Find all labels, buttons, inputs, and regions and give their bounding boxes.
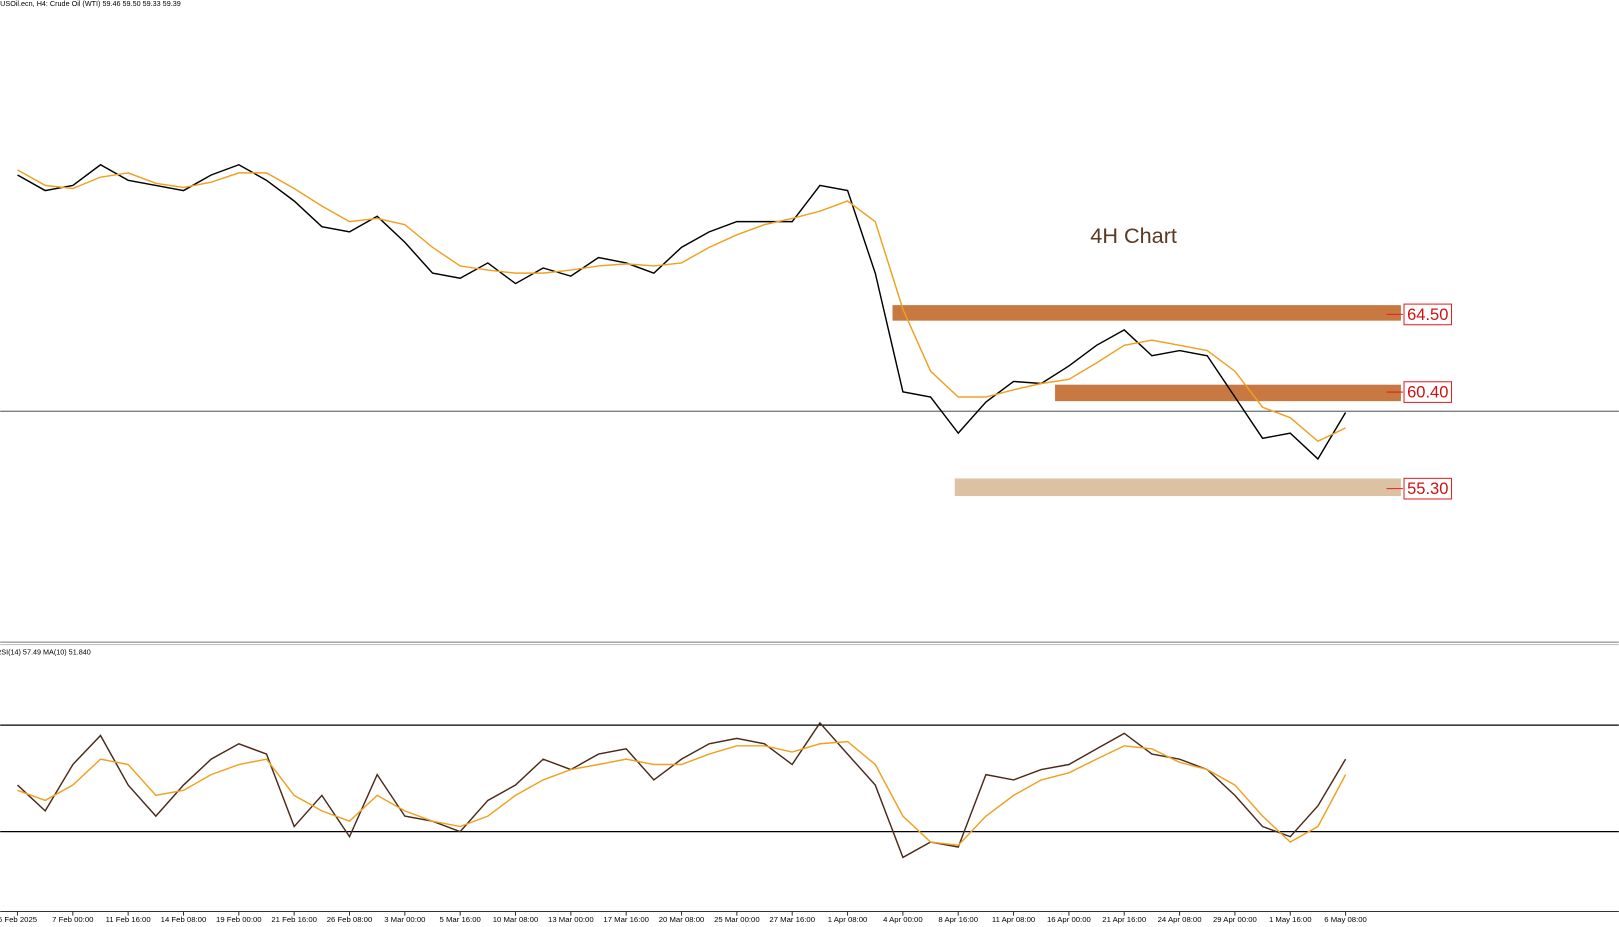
x-tick-label: 21 Feb 16:00 bbox=[271, 915, 317, 924]
x-tick-label: 8 Apr 16:00 bbox=[938, 915, 978, 924]
chart-title: USOil.ecn, H4: Crude Oil (WTI) 59.46 59.… bbox=[0, 0, 181, 8]
x-tick-label: 27 Mar 16:00 bbox=[769, 915, 815, 924]
zone bbox=[954, 478, 1401, 497]
zone-label-box bbox=[1403, 381, 1453, 403]
x-tick-label: 19 Feb 00:00 bbox=[216, 915, 262, 924]
series-line bbox=[17, 721, 1347, 859]
series-line bbox=[17, 163, 1347, 461]
x-tick-label: 17 Mar 16:00 bbox=[603, 915, 649, 924]
x-tick-label: 11 Apr 08:00 bbox=[992, 915, 1035, 924]
x-tick-label: 10 Mar 08:00 bbox=[493, 915, 539, 924]
x-tick-label: 1 Apr 08:00 bbox=[828, 915, 868, 924]
zone bbox=[1055, 384, 1401, 402]
x-tick-label: 14 Feb 08:00 bbox=[161, 915, 207, 924]
zone-label: 60.40 bbox=[1407, 383, 1448, 401]
x-tick-label: 25 Mar 00:00 bbox=[714, 915, 760, 924]
x-tick-label: 16 Apr 00:00 bbox=[1047, 915, 1091, 924]
x-tick-label: 21 Apr 16:00 bbox=[1102, 915, 1146, 924]
x-tick-label: 20 Mar 08:00 bbox=[659, 915, 705, 924]
zone-label: 64.50 bbox=[1407, 306, 1448, 324]
x-tick-label: 1 May 16:00 bbox=[1269, 915, 1312, 924]
zone-label-box bbox=[1403, 477, 1453, 500]
annotation: 4H Chart bbox=[1090, 223, 1177, 248]
x-tick-label: 5 Mar 16:00 bbox=[440, 915, 481, 924]
x-tick-label: 24 Apr 08:00 bbox=[1158, 915, 1202, 924]
zone-label: 55.30 bbox=[1407, 480, 1448, 498]
x-tick-label: 6 May 08:00 bbox=[1324, 915, 1367, 924]
x-tick-label: 29 Apr 00:00 bbox=[1213, 915, 1257, 924]
zone bbox=[892, 305, 1401, 321]
x-tick-label: 26 Feb 08:00 bbox=[327, 915, 373, 924]
x-tick-label: 6 Feb 2025 bbox=[0, 915, 37, 924]
x-tick-label: 11 Feb 16:00 bbox=[106, 915, 151, 924]
series-line bbox=[17, 740, 1347, 847]
series-line bbox=[17, 169, 1346, 443]
x-tick-label: 3 Mar 00:00 bbox=[384, 915, 425, 924]
x-tick-label: 13 Mar 00:00 bbox=[548, 915, 594, 924]
zone-label-box bbox=[1403, 303, 1453, 326]
rsi-title: RSI(14) 57.49 MA(10) 51.840 bbox=[0, 647, 91, 656]
x-tick-label: 4 Apr 00:00 bbox=[883, 915, 923, 924]
x-tick-label: 7 Feb 00:00 bbox=[52, 915, 93, 924]
